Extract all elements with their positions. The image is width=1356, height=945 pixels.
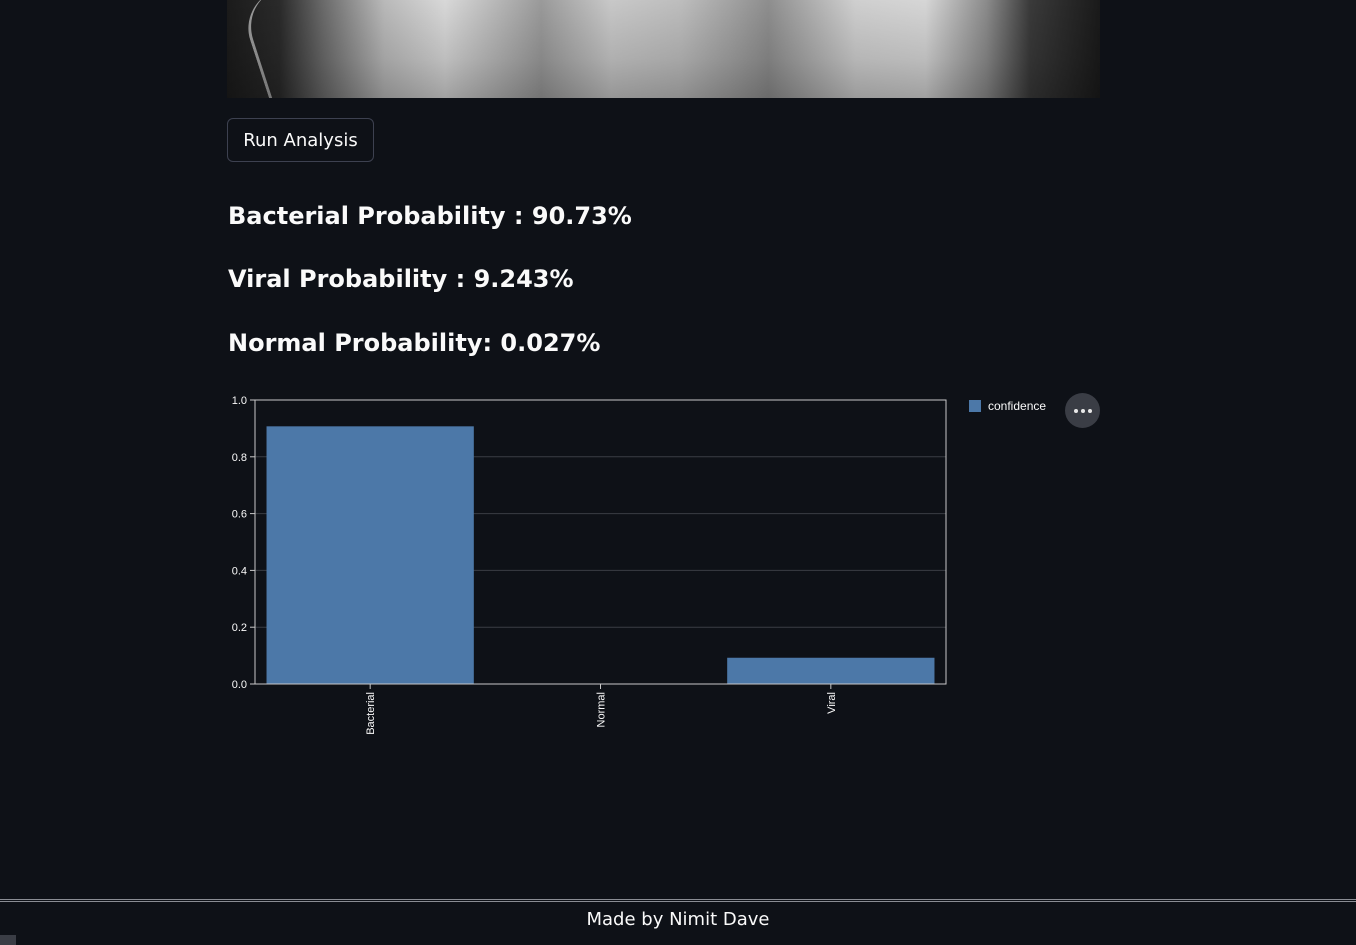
chart-legend: confidence bbox=[969, 399, 1046, 413]
y-tick-label: 0.4 bbox=[232, 565, 247, 577]
run-analysis-button[interactable]: Run Analysis bbox=[227, 118, 374, 162]
normal-probability: Normal Probability: 0.027% bbox=[228, 329, 600, 357]
chart-menu-button[interactable] bbox=[1065, 393, 1100, 428]
viral-probability-label: Viral Probability : bbox=[228, 265, 474, 293]
footer: Made by Nimit Dave bbox=[0, 902, 1356, 945]
y-tick-label: 0.8 bbox=[232, 452, 247, 464]
more-dot-icon bbox=[1080, 408, 1085, 413]
bacterial-probability-value: 90.73% bbox=[531, 202, 632, 230]
bar-bacterial bbox=[266, 426, 474, 684]
bacterial-probability: Bacterial Probability : 90.73% bbox=[228, 202, 632, 230]
bacterial-probability-label: Bacterial Probability : bbox=[228, 202, 532, 230]
footer-divider bbox=[0, 899, 1356, 902]
legend-swatch bbox=[969, 400, 981, 412]
more-dot-icon bbox=[1087, 408, 1092, 413]
bar-viral bbox=[727, 657, 935, 684]
normal-probability-value: 0.027% bbox=[500, 329, 601, 357]
viral-probability-value: 9.243% bbox=[473, 265, 574, 293]
y-tick-label: 0.2 bbox=[232, 622, 247, 634]
corner-tab bbox=[0, 935, 16, 945]
chest-xray-image bbox=[227, 0, 1100, 98]
footer-text: Made by Nimit Dave bbox=[586, 909, 770, 930]
viral-probability: Viral Probability : 9.243% bbox=[228, 265, 574, 293]
legend-label: confidence bbox=[988, 399, 1047, 413]
xray-shade bbox=[227, 0, 1100, 98]
x-tick-label: Viral bbox=[826, 692, 838, 714]
more-dot-icon bbox=[1073, 408, 1078, 413]
confidence-bar-chart: 0.0 0.2 0.4 0.6 0.8 1.0 Bacterial Normal Viral bbox=[232, 395, 947, 735]
y-tick-label: 0.0 bbox=[232, 679, 247, 691]
normal-probability-label: Normal Probability: bbox=[228, 329, 501, 357]
x-tick-label: Bacterial bbox=[365, 692, 377, 735]
y-tick-label: 1.0 bbox=[232, 395, 247, 407]
x-tick-label: Normal bbox=[596, 692, 608, 727]
y-tick-label: 0.6 bbox=[232, 509, 247, 521]
